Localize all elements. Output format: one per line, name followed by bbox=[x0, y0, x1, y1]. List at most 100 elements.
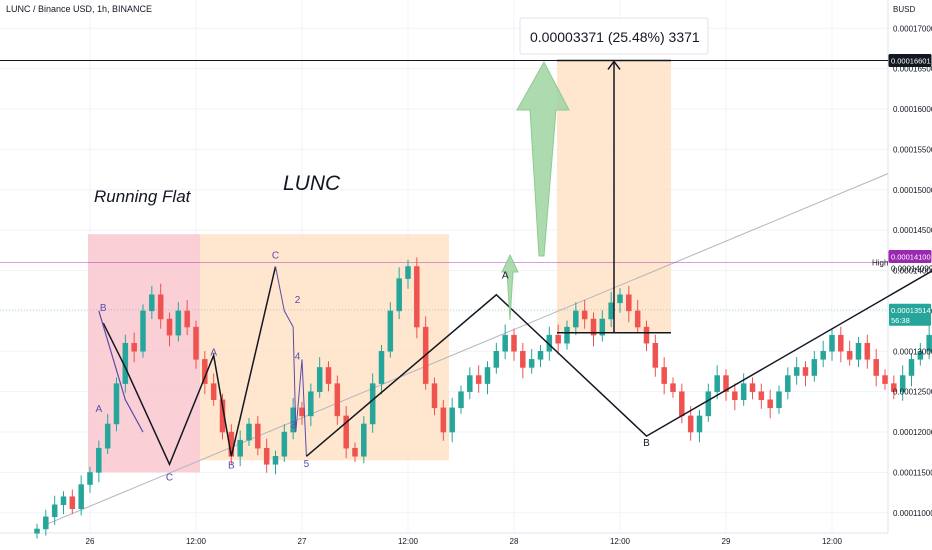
x-tick-label: 26 bbox=[86, 537, 95, 546]
candle-body bbox=[458, 391, 464, 409]
candle-body bbox=[210, 383, 217, 400]
candle-body bbox=[537, 351, 544, 360]
candle-body bbox=[34, 528, 40, 534]
currency-label: BUSD bbox=[893, 5, 915, 14]
y-tick-label: 0.00015000 bbox=[893, 186, 932, 195]
candle-body bbox=[343, 415, 349, 449]
candle-body bbox=[793, 367, 800, 376]
current-price-tag-bg bbox=[889, 303, 931, 326]
candle-body bbox=[166, 318, 173, 336]
candle-body bbox=[104, 423, 111, 449]
candle-body bbox=[670, 383, 676, 392]
candle-body bbox=[899, 375, 906, 392]
candle-body bbox=[749, 383, 756, 392]
candle-body bbox=[882, 375, 888, 384]
y-tick-label: 0.00011000 bbox=[893, 509, 932, 518]
candle-body bbox=[484, 367, 491, 384]
time-axis[interactable]: 12:002612:002712:002812:002912:003012:00… bbox=[0, 537, 932, 546]
candle-body bbox=[590, 318, 597, 336]
x-tick-label: 12:00 bbox=[186, 537, 207, 546]
measure-tooltip: 0.00003371 (25.48%) 3371 bbox=[519, 17, 709, 55]
candle-body bbox=[308, 391, 314, 417]
candle-body bbox=[528, 359, 535, 368]
big-up-arrow bbox=[516, 60, 570, 257]
candle-body bbox=[440, 407, 447, 433]
candle-body bbox=[599, 318, 606, 336]
candle-body bbox=[608, 302, 614, 320]
y-tick-label: 0.00016500 bbox=[893, 65, 932, 74]
candle-body bbox=[723, 375, 729, 392]
candle-body bbox=[714, 375, 720, 392]
candle-body bbox=[732, 391, 738, 401]
abc-wave bbox=[305, 270, 932, 457]
running-flat-wave bbox=[102, 266, 277, 467]
candle-body bbox=[467, 375, 473, 392]
candle-body bbox=[255, 423, 261, 449]
y-tick-label: 0.00014000 bbox=[893, 267, 932, 276]
x-tick-label: 27 bbox=[298, 537, 307, 546]
candle-body bbox=[581, 310, 588, 320]
candle-body bbox=[846, 351, 853, 360]
measure-arrow-head bbox=[607, 60, 621, 70]
candle-body bbox=[237, 439, 243, 457]
consolidation-box bbox=[200, 234, 449, 461]
x-tick-label: 28 bbox=[510, 537, 519, 546]
candle-body bbox=[299, 407, 305, 417]
candle-body bbox=[140, 310, 146, 352]
high-secondary-label: 0.00014099 bbox=[891, 264, 932, 273]
wave-label-small: A bbox=[95, 404, 102, 415]
wave-label-small: C bbox=[272, 250, 279, 261]
high-price-tag-bg bbox=[888, 249, 932, 263]
candle-body bbox=[829, 334, 835, 352]
candle-body bbox=[564, 326, 570, 344]
measure-label: 0.00003371 (25.48%) 3371 bbox=[530, 29, 700, 45]
candle-body bbox=[767, 399, 773, 409]
purple-wave bbox=[98, 310, 144, 433]
candlestick-series bbox=[34, 257, 932, 539]
wave-labels: BACABC2435ABC bbox=[95, 250, 650, 484]
wave-label-small: 4 bbox=[295, 351, 301, 362]
high-price-tag: 0.00014100 bbox=[891, 252, 931, 261]
candle-body bbox=[475, 375, 482, 384]
price-axis[interactable]: 0.00011000 0.00011500 0.00012000 0.00012500… bbox=[872, 24, 932, 518]
candle-body bbox=[78, 484, 84, 510]
wave-drawings bbox=[98, 59, 932, 467]
candle-body bbox=[263, 447, 270, 465]
candle-body bbox=[811, 359, 818, 376]
candle-body bbox=[555, 334, 561, 344]
candle-body bbox=[87, 472, 93, 485]
y-tick-label: 0.00012500 bbox=[893, 388, 932, 397]
candle-body bbox=[573, 310, 579, 328]
y-tick-label: 0.00011500 bbox=[893, 468, 932, 477]
candle-body bbox=[414, 266, 420, 328]
candle-body bbox=[396, 278, 402, 312]
candle-body bbox=[493, 351, 500, 368]
y-tick-label: 0.00012000 bbox=[893, 428, 932, 437]
candle-body bbox=[60, 496, 67, 505]
candle-body bbox=[679, 391, 685, 417]
current-price-tag: 0.00013514 bbox=[891, 306, 931, 315]
candle-body bbox=[184, 310, 190, 328]
x-tick-label: 12:00 bbox=[610, 537, 631, 546]
symbol-title: LUNC / Binance USD, 1h, BINANCE bbox=[6, 4, 152, 14]
candle-body bbox=[96, 447, 102, 473]
candle-body bbox=[908, 359, 915, 376]
high-side-label: High bbox=[872, 258, 888, 267]
candle-body bbox=[193, 326, 199, 360]
candle-body bbox=[334, 383, 341, 417]
candle-body bbox=[449, 407, 455, 433]
candle-body bbox=[175, 310, 182, 336]
candle-body bbox=[361, 423, 367, 457]
candle-body bbox=[687, 415, 694, 433]
wave-label-small: C bbox=[166, 473, 173, 484]
x-tick-label: 12:00 bbox=[822, 537, 843, 546]
y-tick-label: 0.00017000 bbox=[893, 24, 932, 33]
trend-line bbox=[44, 173, 889, 526]
impulse-subwave bbox=[275, 266, 307, 457]
candle-body bbox=[352, 447, 358, 457]
lunc-label: LUNC bbox=[283, 172, 341, 195]
price-lines bbox=[0, 59, 888, 311]
candle-body bbox=[511, 334, 517, 352]
wave-label-small: A bbox=[210, 347, 217, 358]
